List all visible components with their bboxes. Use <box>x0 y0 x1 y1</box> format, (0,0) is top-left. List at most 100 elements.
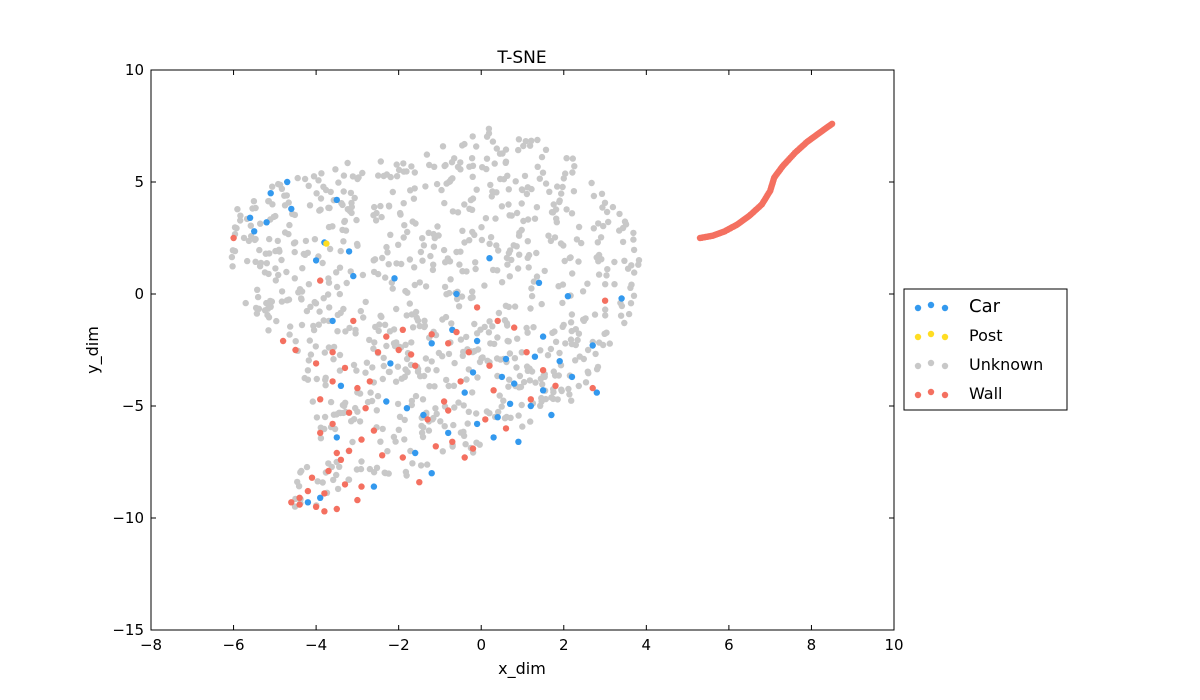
point-car <box>370 483 378 490</box>
point-unknown <box>538 300 545 308</box>
point-unknown <box>393 173 401 180</box>
point-unknown <box>469 228 476 236</box>
point-unknown <box>560 321 567 329</box>
point-wall <box>354 496 361 504</box>
point-unknown <box>380 362 387 370</box>
point-car <box>391 275 398 282</box>
point-unknown <box>441 199 448 207</box>
point-unknown <box>250 198 258 205</box>
point-unknown <box>455 303 463 310</box>
point-unknown <box>489 138 497 145</box>
point-wall <box>552 382 559 389</box>
legend-label: Post <box>969 326 1002 345</box>
point-unknown <box>326 304 333 311</box>
point-wall <box>279 337 287 345</box>
point-unknown <box>473 143 480 150</box>
point-unknown <box>425 427 433 434</box>
point-unknown <box>469 288 476 295</box>
point-unknown <box>588 179 595 187</box>
point-unknown <box>557 240 565 247</box>
point-unknown <box>462 441 469 448</box>
x-tick-label: 4 <box>642 636 652 654</box>
point-unknown <box>442 259 449 266</box>
point-unknown <box>379 425 386 433</box>
point-unknown <box>514 265 522 272</box>
point-unknown <box>526 142 534 149</box>
point-unknown <box>340 188 347 195</box>
point-wall <box>317 429 324 437</box>
point-unknown <box>556 198 563 206</box>
point-unknown <box>411 281 418 289</box>
point-unknown <box>571 163 578 170</box>
point-unknown <box>378 213 385 221</box>
point-unknown <box>333 269 340 276</box>
point-unknown <box>310 173 318 180</box>
point-unknown <box>506 376 513 383</box>
point-unknown <box>339 226 346 234</box>
point-unknown <box>336 264 344 271</box>
point-unknown <box>512 178 519 185</box>
point-unknown <box>301 175 309 183</box>
point-unknown <box>247 222 254 229</box>
point-unknown <box>343 279 350 287</box>
point-unknown <box>551 234 559 241</box>
point-unknown <box>330 343 338 351</box>
point-unknown <box>574 336 581 344</box>
point-unknown <box>572 357 579 364</box>
point-unknown <box>595 251 603 259</box>
point-unknown <box>409 218 416 225</box>
point-unknown <box>359 169 366 177</box>
point-unknown <box>389 285 396 292</box>
point-unknown <box>461 201 468 208</box>
point-unknown <box>547 345 555 353</box>
point-wall <box>329 420 336 428</box>
point-unknown <box>319 479 326 486</box>
point-wall <box>308 474 316 481</box>
point-unknown <box>419 396 427 403</box>
point-unknown <box>330 356 337 363</box>
point-unknown <box>518 200 525 207</box>
point-unknown <box>307 351 315 358</box>
point-unknown <box>307 303 314 310</box>
point-unknown <box>385 202 393 209</box>
point-unknown <box>562 170 569 177</box>
point-unknown <box>316 308 323 315</box>
point-unknown <box>424 461 431 468</box>
point-unknown <box>481 282 488 289</box>
point-unknown <box>401 222 408 229</box>
point-unknown <box>498 403 505 410</box>
point-unknown <box>518 401 525 409</box>
point-unknown <box>453 295 461 303</box>
point-unknown <box>317 206 324 213</box>
point-unknown <box>410 195 418 202</box>
point-unknown <box>569 270 576 277</box>
point-unknown <box>506 212 513 219</box>
point-unknown <box>435 349 443 357</box>
point-unknown <box>383 243 390 251</box>
point-unknown <box>356 418 364 425</box>
point-unknown <box>602 306 609 313</box>
legend-label: Wall <box>969 384 1003 403</box>
point-car <box>428 340 435 347</box>
point-unknown <box>400 234 407 241</box>
point-unknown <box>493 145 500 152</box>
point-unknown <box>278 256 285 264</box>
point-unknown <box>476 441 483 448</box>
point-unknown <box>296 286 304 293</box>
point-unknown <box>398 260 405 268</box>
point-unknown <box>457 248 464 255</box>
point-unknown <box>292 239 299 246</box>
point-unknown <box>412 392 420 400</box>
point-unknown <box>315 177 322 184</box>
point-wall <box>511 324 518 331</box>
point-unknown <box>422 183 429 190</box>
point-unknown <box>575 382 582 390</box>
legend-marker <box>941 304 949 312</box>
point-unknown <box>630 292 638 299</box>
point-wall <box>354 384 361 392</box>
point-unknown <box>596 339 603 346</box>
legend-marker <box>927 301 935 309</box>
point-unknown <box>635 261 642 268</box>
point-unknown <box>392 378 400 385</box>
